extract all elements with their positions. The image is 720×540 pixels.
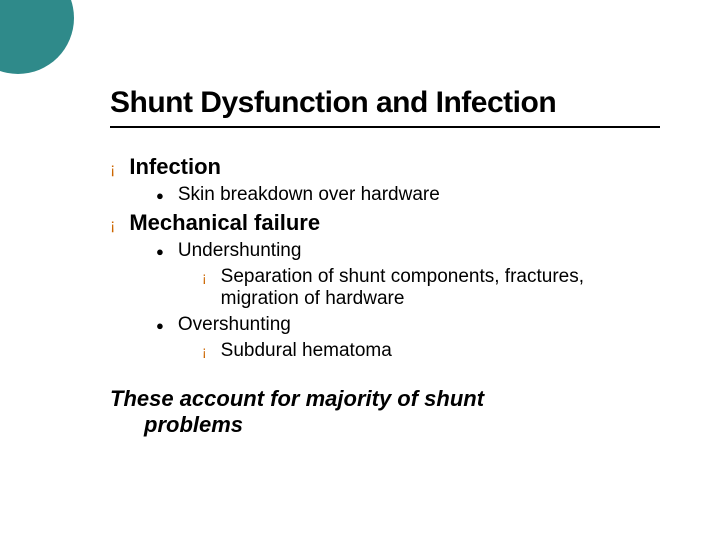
bullet-mechanical-failure: ¡ Mechanical failure [110, 210, 660, 236]
slide-title: Shunt Dysfunction and Infection [110, 86, 660, 128]
bullet-label: Undershunting [178, 240, 302, 262]
closing-line-1: These account for majority of shunt [110, 386, 484, 411]
bullet-label: Skin breakdown over hardware [178, 184, 440, 206]
bullet-skin-breakdown: ● Skin breakdown over hardware [156, 184, 660, 206]
bullet-label: Overshunting [178, 314, 291, 336]
hollow-circle-icon: ¡ [202, 270, 207, 284]
closing-statement: These account for majority of shunt prob… [110, 386, 630, 438]
hollow-circle-icon: ¡ [110, 218, 115, 234]
bullet-label: Mechanical failure [129, 210, 320, 236]
solid-dot-icon: ● [156, 189, 164, 202]
hollow-circle-icon: ¡ [110, 162, 115, 178]
bullet-label: Infection [129, 154, 221, 180]
bullet-label: Separation of shunt components, fracture… [221, 266, 660, 310]
closing-line-2: problems [110, 412, 630, 438]
bullet-subdural-detail: ¡ Subdural hematoma [202, 340, 660, 362]
bullet-undershunting: ● Undershunting [156, 240, 660, 262]
bullet-overshunting: ● Overshunting [156, 314, 660, 336]
solid-dot-icon: ● [156, 319, 164, 332]
slide-content: Shunt Dysfunction and Infection ¡ Infect… [0, 0, 720, 540]
bullet-separation-detail: ¡ Separation of shunt components, fractu… [202, 266, 660, 310]
hollow-circle-icon: ¡ [202, 344, 207, 358]
bullet-label: Subdural hematoma [221, 340, 392, 362]
bullet-infection: ¡ Infection [110, 154, 660, 180]
solid-dot-icon: ● [156, 245, 164, 258]
